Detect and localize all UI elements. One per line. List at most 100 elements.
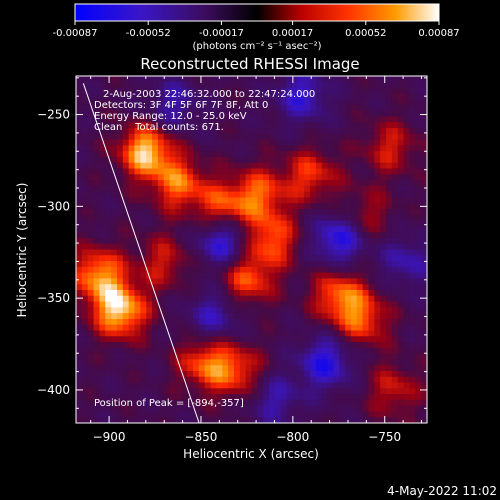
heatmap-cell — [345, 122, 352, 129]
heatmap-cell — [391, 417, 399, 423]
heatmap-cell — [163, 382, 171, 389]
heatmap-cell — [163, 110, 171, 118]
heatmap-cell — [286, 232, 294, 239]
heatmap-row — [76, 382, 427, 389]
heatmap-cell — [298, 249, 305, 256]
heatmap-cell — [163, 128, 171, 135]
heatmap-cell — [421, 376, 427, 384]
heatmap-cell — [99, 162, 106, 170]
heatmap-cell — [146, 376, 153, 384]
heatmap-cell — [415, 122, 422, 129]
heatmap-cell — [280, 197, 288, 204]
heatmap-cell — [269, 370, 276, 378]
heatmap-cell — [76, 318, 83, 326]
heatmap-cell — [93, 318, 100, 326]
heatmap-cell — [216, 342, 223, 349]
heatmap-cell — [198, 255, 206, 262]
heatmap-cell — [99, 249, 106, 256]
heatmap-cell — [292, 139, 299, 146]
heatmap-cell — [140, 342, 147, 349]
heatmap-cell — [222, 243, 229, 251]
heatmap-row — [76, 104, 427, 112]
heatmap-cell — [216, 399, 223, 407]
heatmap-cell — [269, 214, 276, 222]
heatmap-cell — [304, 411, 311, 418]
heatmap-cell — [280, 139, 288, 146]
heatmap-cell — [257, 266, 264, 274]
heatmap-cell — [380, 197, 387, 204]
heatmap-cell — [257, 394, 264, 401]
heatmap-cell — [257, 284, 264, 291]
heatmap-cell — [204, 81, 212, 89]
heatmap-cell — [93, 266, 100, 274]
heatmap-cell — [233, 232, 241, 239]
heatmap-cell — [397, 104, 405, 112]
heatmap-cell — [122, 382, 130, 389]
heatmap-cell — [181, 99, 188, 106]
heatmap-cell — [315, 405, 323, 413]
heatmap-cell — [269, 168, 276, 175]
heatmap-cell — [146, 226, 153, 233]
heatmap-cell — [350, 185, 358, 193]
heatmap-cell — [327, 289, 334, 297]
heatmap-cell — [327, 313, 334, 320]
heatmap-cell — [187, 237, 194, 245]
heatmap-cell — [128, 168, 136, 175]
heatmap-cell — [274, 266, 282, 274]
heatmap-cell — [339, 388, 346, 395]
heatmap-cell — [111, 336, 118, 343]
heatmap-cell — [251, 382, 258, 389]
heatmap-cell — [116, 214, 124, 222]
heatmap-cell — [228, 330, 235, 337]
heatmap-cell — [362, 336, 370, 343]
heatmap-cell — [257, 272, 264, 280]
heatmap-cell — [239, 365, 247, 372]
heatmap-cell — [327, 104, 334, 112]
heatmap-cell — [269, 226, 276, 233]
heatmap-cell — [216, 411, 223, 418]
heatmap-row — [76, 411, 427, 418]
heatmap-cell — [193, 243, 200, 251]
heatmap-cell — [292, 365, 299, 372]
heatmap-cell — [397, 388, 405, 395]
heatmap-cell — [111, 394, 118, 401]
heatmap-cell — [368, 156, 375, 164]
heatmap-cell — [421, 116, 427, 123]
heatmap-cell — [169, 394, 177, 401]
heatmap-cell — [403, 284, 411, 291]
heatmap-cell — [87, 76, 95, 83]
heatmap-cell — [403, 295, 411, 303]
heatmap-cell — [204, 336, 212, 343]
heatmap-cell — [356, 220, 364, 227]
heatmap-cell — [111, 104, 118, 112]
heatmap-cell — [292, 174, 299, 181]
heatmap-cell — [345, 226, 352, 233]
heatmap-cell — [163, 289, 171, 297]
heatmap-cell — [286, 151, 294, 158]
heatmap-cell — [216, 174, 223, 181]
heatmap-cell — [245, 156, 253, 164]
heatmap-cell — [380, 203, 387, 210]
heatmap-cell — [274, 214, 282, 222]
heatmap-cell — [122, 76, 130, 83]
heatmap-cell — [356, 226, 364, 233]
heatmap-cell — [128, 365, 136, 372]
heatmap-cell — [128, 261, 136, 268]
heatmap-cell — [251, 185, 258, 193]
heatmap-cell — [415, 313, 422, 320]
heatmap-cell — [122, 214, 130, 222]
heatmap-cell — [181, 307, 188, 314]
heatmap-cell — [228, 243, 235, 251]
heatmap-row — [76, 347, 427, 355]
heatmap-cell — [93, 197, 100, 204]
heatmap-cell — [391, 284, 399, 291]
heatmap-cell — [245, 278, 253, 285]
heatmap-cell — [345, 382, 352, 389]
heatmap-cell — [280, 278, 288, 285]
heatmap-cell — [421, 162, 427, 170]
heatmap-cell — [81, 185, 89, 193]
heatmap-cell — [152, 365, 159, 372]
heatmap-cell — [397, 417, 405, 423]
heatmap-cell — [204, 255, 212, 262]
heatmap-cell — [216, 255, 223, 262]
